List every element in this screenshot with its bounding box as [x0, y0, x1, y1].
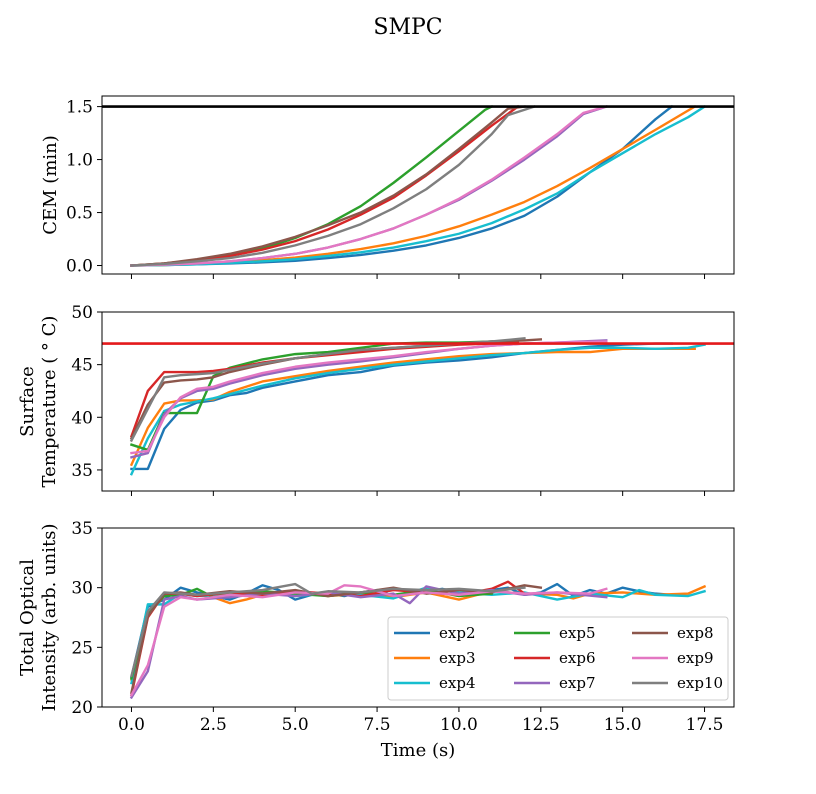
- x-tick-label: 12.5: [522, 715, 560, 735]
- x-tick-label: 7.5: [364, 715, 391, 735]
- series-line-exp9: [129, 584, 608, 697]
- series-line-exp9: [130, 340, 608, 455]
- legend-label-exp4: exp4: [439, 674, 475, 692]
- series-line-exp10: [129, 337, 526, 443]
- x-tick-label: 0.0: [118, 715, 145, 735]
- x-tick-label: 17.5: [686, 715, 724, 735]
- legend-label-exp2: exp2: [439, 624, 475, 642]
- series-line-exp4: [129, 343, 706, 476]
- panel-2: 35 40 45 50 Surface Temperature ( ° C): [17, 303, 735, 496]
- y-tick-label: 45: [71, 356, 93, 376]
- y-axis-label: CEM (min): [40, 135, 61, 235]
- x-tick-label: 5.0: [282, 715, 309, 735]
- y-tick-label: 35: [71, 461, 93, 481]
- series-line-exp7: [130, 105, 608, 267]
- series-group: [130, 104, 707, 267]
- legend-label-exp6: exp6: [559, 649, 595, 667]
- panel-3: 0.0 2.5 5.0 7.5 10.0 12.5 15.0 17.5 20 25 30 35 Tota…: [17, 519, 735, 761]
- y-tick-label: 0.0: [66, 257, 93, 277]
- series-line-exp9: [130, 105, 608, 267]
- y-tick-label: 0.5: [66, 204, 93, 224]
- legend-label-exp9: exp9: [677, 649, 713, 667]
- x-tick-label: 15.0: [604, 715, 642, 735]
- series-group: [129, 337, 706, 476]
- y-tick-label: 1.0: [66, 151, 93, 171]
- series-line-exp10: [130, 105, 536, 267]
- legend-label-exp5: exp5: [559, 624, 595, 642]
- legend-label-exp3: exp3: [439, 649, 475, 667]
- y-tick-label: 50: [71, 303, 93, 323]
- x-tick-label: 10.0: [440, 715, 478, 735]
- y-tick-label: 30: [71, 579, 93, 599]
- y-tick-label: 25: [71, 638, 93, 658]
- series-line-exp4: [130, 104, 707, 267]
- legend-label-exp8: exp8: [677, 624, 713, 642]
- axes-frame: [101, 95, 735, 275]
- axes-frame: [101, 311, 735, 492]
- y-tick-label: 40: [71, 408, 93, 428]
- series-group: [129, 580, 707, 700]
- y-tick-label: 35: [71, 519, 93, 539]
- series-line-exp10: [130, 582, 526, 678]
- legend: exp2 exp3 exp4 exp5 exp6 exp7 exp8 exp9 exp10: [387, 616, 729, 701]
- legend-label-exp10: exp10: [677, 674, 723, 692]
- y-axis-label: Total Optical: [17, 559, 38, 676]
- y-tick-label: 20: [71, 698, 93, 718]
- series-line-exp3: [130, 104, 697, 267]
- x-tick-label: 2.5: [200, 715, 227, 735]
- legend-label-exp7: exp7: [559, 674, 595, 692]
- y-tick-label: 1.5: [66, 98, 93, 118]
- x-axis-label: Time (s): [381, 740, 456, 761]
- figure-title: SMPC: [373, 15, 442, 40]
- axes-frame: [101, 527, 735, 708]
- y-axis-label: Surface: [17, 366, 38, 437]
- y-axis-label: Intensity (arb. units): [39, 523, 60, 711]
- series-line-exp8: [130, 105, 526, 267]
- series-line-exp3: [129, 347, 696, 467]
- legend-box: [387, 616, 729, 701]
- y-axis-label: Temperature ( ° C): [39, 316, 60, 488]
